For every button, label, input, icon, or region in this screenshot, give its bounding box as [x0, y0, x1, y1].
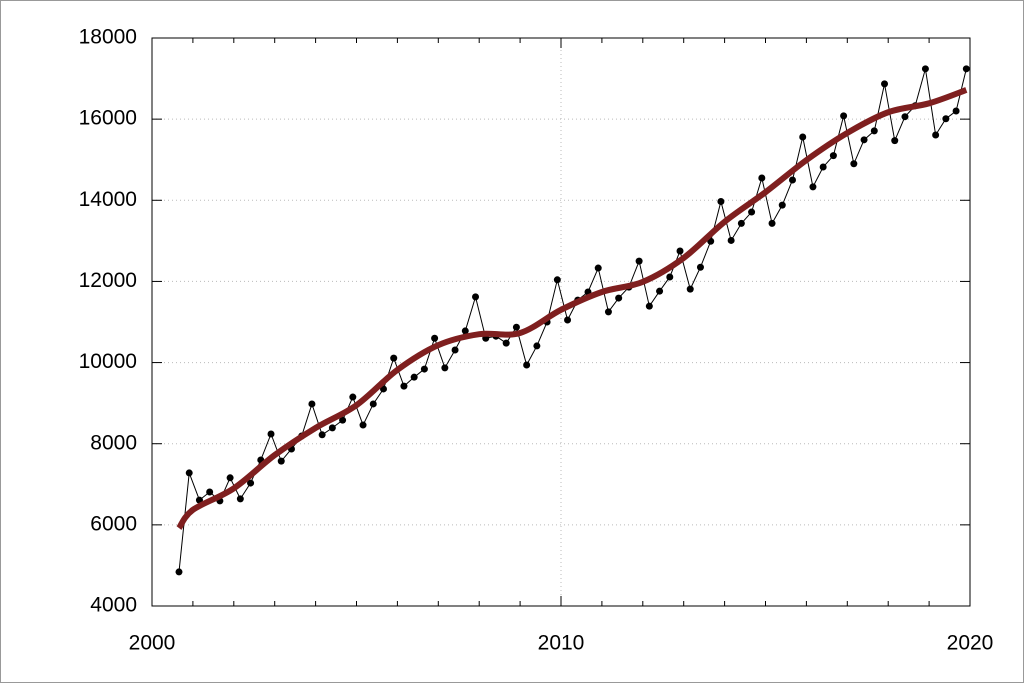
data-point: [410, 373, 418, 381]
data-point: [645, 302, 653, 310]
data-point: [901, 113, 909, 121]
data-point: [737, 219, 745, 227]
data-point: [768, 219, 776, 227]
data-point: [860, 136, 868, 144]
data-point: [359, 421, 367, 429]
data-point: [400, 382, 408, 390]
data-point: [615, 294, 623, 302]
data-point: [328, 424, 336, 432]
x-tick-label: 2010: [538, 632, 585, 655]
data-point: [451, 346, 459, 354]
data-point: [533, 342, 541, 350]
data-point: [666, 273, 674, 281]
y-tick-label: 8000: [90, 431, 137, 454]
data-point: [441, 364, 449, 372]
data-point: [594, 264, 602, 272]
data-point: [952, 107, 960, 115]
data-point: [819, 163, 827, 171]
data-point: [921, 65, 929, 73]
data-point: [778, 201, 786, 209]
y-tick-label: 10000: [79, 350, 137, 373]
data-point: [696, 263, 704, 271]
data-point: [461, 327, 469, 335]
data-point: [809, 183, 817, 191]
y-tick-label: 6000: [90, 512, 137, 535]
data-point: [236, 495, 244, 503]
data-point: [339, 416, 347, 424]
data-point: [788, 176, 796, 184]
data-point: [308, 400, 316, 408]
data-point: [472, 293, 480, 301]
data-point: [635, 257, 643, 265]
data-point: [686, 285, 694, 293]
data-point: [226, 474, 234, 482]
data-point: [502, 339, 510, 347]
data-point: [717, 198, 725, 206]
data-point: [850, 160, 858, 168]
data-point: [175, 568, 183, 576]
data-point: [727, 236, 735, 244]
data-line: [178, 68, 967, 572]
data-point: [932, 131, 940, 139]
data-point: [369, 400, 377, 408]
data-point: [758, 174, 766, 182]
data-point: [891, 137, 899, 145]
data-point: [942, 115, 950, 123]
data-point: [349, 393, 357, 401]
data-point: [185, 469, 193, 477]
data-point: [656, 287, 664, 295]
data-point: [840, 112, 848, 120]
data-point: [247, 479, 255, 487]
data-point: [206, 488, 214, 496]
data-point: [829, 152, 837, 160]
data-point: [604, 308, 612, 316]
data-point: [881, 80, 889, 88]
data-point: [512, 323, 520, 331]
x-tick-label: 2020: [947, 632, 994, 655]
data-point: [523, 361, 531, 369]
trend-line: [176, 87, 968, 530]
data-point: [277, 457, 285, 465]
y-tick-label: 12000: [79, 269, 137, 292]
y-tick-label: 4000: [90, 594, 137, 617]
data-point: [390, 354, 398, 362]
x-tick-label: 2000: [129, 632, 176, 655]
y-tick-label: 14000: [79, 188, 137, 211]
data-point: [420, 365, 428, 373]
data-point: [267, 430, 275, 438]
data-point: [318, 431, 326, 439]
y-tick-label: 18000: [79, 26, 137, 49]
data-point: [431, 334, 439, 342]
data-point: [962, 65, 970, 73]
data-point: [870, 127, 878, 135]
y-tick-label: 16000: [79, 107, 137, 130]
data-point: [799, 133, 807, 141]
data-point: [553, 276, 561, 284]
data-point: [676, 247, 684, 255]
data-point: [564, 316, 572, 324]
data-point: [748, 208, 756, 216]
